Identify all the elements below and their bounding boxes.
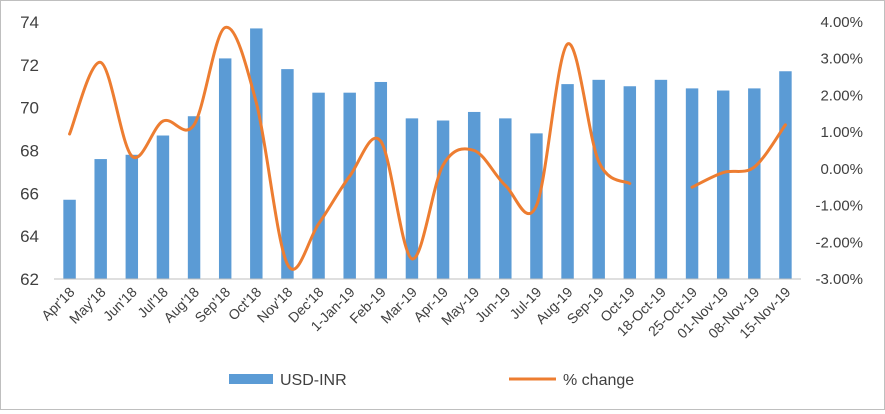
bar-17 xyxy=(592,79,605,279)
right-tick-label: 1.00% xyxy=(820,124,863,141)
bar-7 xyxy=(281,69,294,279)
left-tick-label: 66 xyxy=(20,184,39,203)
bar-2 xyxy=(125,154,139,279)
right-tick-label: 4.00% xyxy=(820,14,863,31)
legend-label-line: % change xyxy=(563,372,634,389)
bar-0 xyxy=(63,199,76,279)
line-segment-1 xyxy=(690,123,787,189)
bar-12 xyxy=(436,120,450,280)
bar-1 xyxy=(94,159,107,279)
left-tick-label: 68 xyxy=(20,142,39,161)
bar-10 xyxy=(374,81,388,279)
bar-14 xyxy=(499,118,512,279)
bar-21 xyxy=(716,90,730,280)
legend-label-bar: USD-INR xyxy=(280,372,347,389)
bar-19 xyxy=(654,79,668,279)
bar-3 xyxy=(156,135,170,279)
bar-6 xyxy=(250,28,263,279)
right-tick-label: 2.00% xyxy=(820,87,863,104)
right-tick-label: -2.00% xyxy=(815,234,863,251)
left-axis-ticks: 62 64 66 68 70 72 74 xyxy=(20,13,39,289)
bar-22 xyxy=(748,88,761,280)
bar-23 xyxy=(779,71,792,279)
right-tick-label: -3.00% xyxy=(815,271,863,288)
line-segment-0 xyxy=(68,25,632,271)
left-tick-label: 74 xyxy=(20,13,39,32)
left-tick-label: 64 xyxy=(20,227,39,246)
x-axis-ticks: Apr'18May'18Jun'18Jul'18Aug'18Sep'18Oct'… xyxy=(38,284,794,342)
left-tick-label: 62 xyxy=(20,270,39,289)
x-tick-label: Sep'18 xyxy=(191,284,233,326)
bar-13 xyxy=(467,111,481,279)
bar-5 xyxy=(218,58,232,280)
x-tick-label: Jun'18 xyxy=(100,284,140,324)
bar-4 xyxy=(187,116,201,279)
legend: USD-INR % change xyxy=(229,372,634,389)
right-tick-label: 0.00% xyxy=(820,161,863,178)
bar-series-group xyxy=(63,28,792,280)
right-tick-label: 3.00% xyxy=(820,51,863,68)
bar-20 xyxy=(685,88,699,280)
line-series-group xyxy=(68,25,787,271)
left-tick-label: 72 xyxy=(20,56,39,75)
bar-9 xyxy=(343,92,356,279)
x-tick-label: Jun-19 xyxy=(472,284,514,326)
right-axis-ticks: -3.00% -2.00% -1.00% 0.00% 1.00% 2.00% 3.00% 4.… xyxy=(815,14,863,288)
bar-16 xyxy=(561,84,574,279)
legend-swatch-bar xyxy=(229,374,273,384)
right-tick-label: -1.00% xyxy=(815,198,863,215)
bar-11 xyxy=(405,118,419,279)
bar-8 xyxy=(312,92,325,279)
left-tick-label: 70 xyxy=(20,99,39,118)
